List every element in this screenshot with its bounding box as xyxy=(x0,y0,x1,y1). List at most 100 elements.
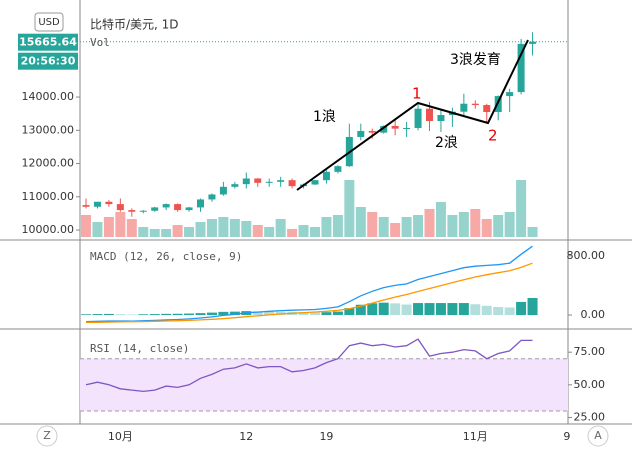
volume-bar xyxy=(103,217,114,237)
y-tick-label: 13000.00 xyxy=(22,123,75,136)
histogram-bar xyxy=(172,313,183,316)
candle-body xyxy=(506,92,514,97)
symbol-title: 比特币/美元, 1D xyxy=(90,17,179,32)
indicator-line xyxy=(85,338,533,393)
volume-bar xyxy=(493,215,504,237)
volume-bar xyxy=(355,207,366,237)
volume-bar xyxy=(138,227,149,237)
candle-body xyxy=(529,41,537,44)
candle-body xyxy=(139,210,147,212)
histogram-bar xyxy=(92,314,103,316)
candle-body xyxy=(322,171,330,181)
indicator-line xyxy=(85,245,533,323)
candle-body xyxy=(357,130,365,137)
annotation: 1 xyxy=(412,85,422,103)
volume-bar xyxy=(218,217,229,237)
candle-body xyxy=(414,108,422,128)
y-tick-label: 14000.00 xyxy=(22,90,75,103)
volume-bar xyxy=(149,229,160,237)
candle-body xyxy=(254,178,262,183)
histogram-bar xyxy=(493,307,504,316)
last-price-label: 15665.64 xyxy=(19,36,77,49)
histogram-bar xyxy=(367,303,378,316)
annotation: 1浪 xyxy=(313,109,336,125)
rsi-title: RSI (14, close) xyxy=(90,342,189,355)
y-tick-label: 25.00 xyxy=(574,410,606,423)
histogram-bar xyxy=(184,313,195,316)
countdown-label: 20:56:30 xyxy=(21,55,76,68)
volume-bar xyxy=(275,219,286,237)
volume-bar xyxy=(458,212,469,237)
volume-bar xyxy=(287,229,298,237)
histogram-bar xyxy=(218,311,229,316)
annotation: 2 xyxy=(488,127,498,145)
volume-bar xyxy=(378,217,389,237)
x-tick-label: 10月 xyxy=(108,430,133,443)
histogram-bar xyxy=(149,314,160,316)
plots: 10000.00 11000.00 12000.00 13000.00 14000.00… xyxy=(22,32,606,443)
candle-body xyxy=(242,178,250,185)
histogram-bar xyxy=(298,312,309,316)
volume-bar xyxy=(470,209,481,237)
histogram-bar xyxy=(527,298,538,316)
candle-body xyxy=(231,184,239,187)
candle-body xyxy=(162,204,170,208)
volume-bar xyxy=(252,225,263,237)
wave-lines xyxy=(296,39,529,191)
candle-body xyxy=(174,204,182,211)
histogram-bar xyxy=(138,314,149,316)
volume-bar xyxy=(298,225,309,237)
volume-bar xyxy=(81,215,91,237)
histogram-bar xyxy=(332,311,343,316)
candle-body xyxy=(82,205,90,207)
candle-body xyxy=(116,204,124,211)
histogram-bar xyxy=(103,313,114,316)
candle-body xyxy=(391,125,399,129)
currency-badge xyxy=(34,12,64,32)
candle-body xyxy=(219,186,227,195)
volume-label: Vol xyxy=(90,36,110,49)
histogram-bar xyxy=(81,314,91,316)
y-tick-label: 75.00 xyxy=(574,345,606,358)
auto-button-label[interactable]: A xyxy=(594,429,602,442)
histogram-bar xyxy=(504,307,515,316)
x-tick-label: 19 xyxy=(319,430,333,443)
currency: USD xyxy=(38,17,60,28)
auto-button[interactable] xyxy=(587,425,609,447)
histogram-bar xyxy=(435,303,446,316)
annotation: 2浪 xyxy=(435,135,458,151)
zoom-button[interactable] xyxy=(36,425,58,447)
histogram-bar xyxy=(481,305,492,316)
histogram-bar xyxy=(229,311,240,316)
candle-body xyxy=(403,127,411,129)
zoom-button-label[interactable]: Z xyxy=(43,429,51,442)
overlay: 15665.64 20:56:30 xyxy=(18,33,78,70)
volume-bar xyxy=(401,217,412,237)
candle-body xyxy=(311,180,319,185)
volume-bar xyxy=(126,219,137,237)
y-tick-label: 0.00 xyxy=(581,308,606,321)
histogram-bar xyxy=(321,312,332,316)
last-price-badge xyxy=(18,33,78,51)
volume-bar xyxy=(504,212,515,237)
volume-bar xyxy=(241,221,252,237)
x-tick-label: 9 xyxy=(563,430,570,443)
candle-body xyxy=(517,43,525,93)
volume-bar xyxy=(310,227,320,237)
annotation: 3浪发育 xyxy=(450,52,501,68)
candle-body xyxy=(277,180,285,182)
volume-bar xyxy=(184,227,195,237)
candle-body xyxy=(197,199,204,208)
histogram-bar xyxy=(264,311,275,316)
macd-title: MACD (12, 26, close, 9) xyxy=(90,250,242,263)
volume-bar xyxy=(527,227,538,237)
volume-bar xyxy=(424,209,435,237)
volume-bar xyxy=(115,212,126,237)
histogram-bar xyxy=(344,308,355,316)
candle-body xyxy=(288,180,296,187)
volume-bar xyxy=(92,222,103,237)
histogram-bar xyxy=(275,311,286,316)
volume-bar xyxy=(172,225,183,237)
candle-body xyxy=(208,194,216,200)
volume-bar xyxy=(332,215,343,237)
